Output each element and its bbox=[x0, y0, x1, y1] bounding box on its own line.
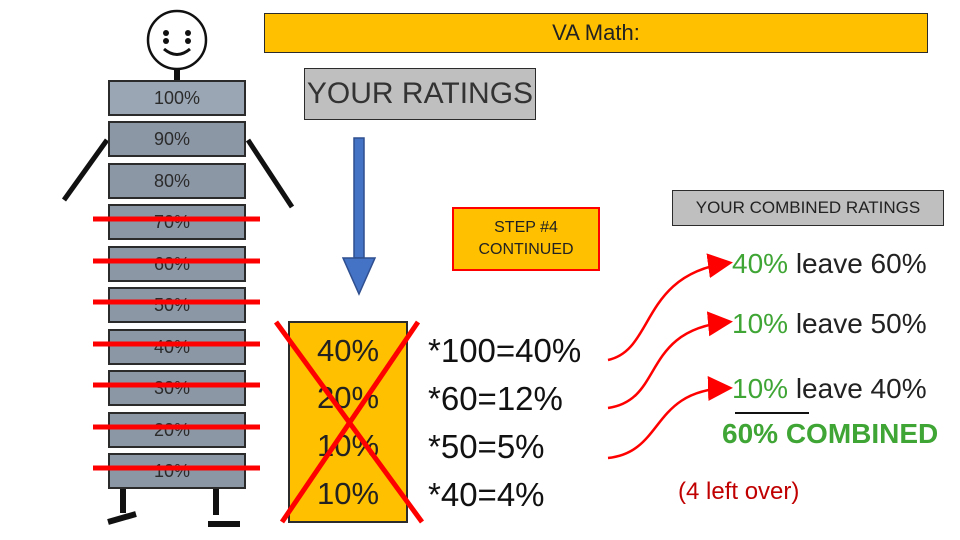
step-line1: STEP #4 bbox=[494, 219, 558, 237]
ladder-cell-40: 40% bbox=[108, 329, 246, 365]
rating-value-4: 10% bbox=[316, 476, 380, 511]
sum-underline bbox=[735, 412, 809, 414]
down-arrow-icon bbox=[341, 137, 377, 296]
ladder-cell-20: 20% bbox=[108, 412, 246, 448]
combined-heading: YOUR COMBINED RATINGS bbox=[672, 190, 944, 226]
result-line-2: 10% leave 50% bbox=[732, 308, 927, 339]
ladder-cell-90: 90% bbox=[108, 121, 246, 157]
calc-line-3: *50=5% bbox=[428, 428, 545, 465]
left-arm bbox=[61, 138, 110, 202]
ladder-cell-50: 50% bbox=[108, 287, 246, 323]
ratings-heading: YOUR RATINGS bbox=[304, 68, 536, 120]
ladder-cell-10: 10% bbox=[108, 453, 246, 489]
ladder-cell-80: 80% bbox=[108, 163, 246, 199]
step-line2: CONTINUED bbox=[478, 241, 574, 258]
calc-line-4: *40=4% bbox=[428, 476, 545, 513]
calc-line-1: *100=40% bbox=[428, 332, 582, 369]
smiley-face-icon bbox=[146, 9, 208, 71]
leftover-note: (4 left over) bbox=[678, 478, 800, 505]
rating-value-1: 40% bbox=[316, 333, 380, 368]
step-box: STEP #4 CONTINUED bbox=[452, 207, 600, 271]
ladder-cell-100: 100% bbox=[108, 80, 246, 116]
result-line-1: 40% leave 60% bbox=[732, 248, 927, 279]
combined-total: 60% COMBINED bbox=[722, 418, 939, 449]
ladder-cell-70: 70% bbox=[108, 204, 246, 240]
result-line-3: 10% leave 40% bbox=[732, 373, 927, 404]
page-title: VA Math: bbox=[264, 13, 928, 53]
right-arm bbox=[245, 138, 295, 209]
calc-line-2: *60=12% bbox=[428, 380, 563, 417]
